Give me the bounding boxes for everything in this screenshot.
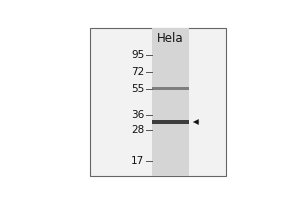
Bar [152,28,189,176]
Text: 17: 17 [131,156,145,166]
Text: 36: 36 [131,110,145,120]
Text: 95: 95 [131,50,145,60]
Text: 72: 72 [131,67,145,77]
Bar [90,28,226,176]
Text: 55: 55 [131,84,145,94]
Bar [152,87,189,90]
Bar [152,120,189,124]
Text: 28: 28 [131,125,145,135]
Text: Hela: Hela [157,32,184,45]
